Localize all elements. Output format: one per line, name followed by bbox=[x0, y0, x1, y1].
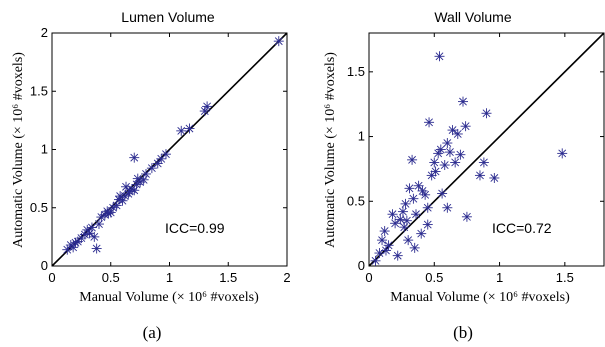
data-point bbox=[383, 240, 394, 251]
data-point bbox=[422, 202, 433, 213]
data-point bbox=[404, 183, 415, 194]
icc-annotation: ICC=0.99 bbox=[165, 220, 225, 236]
data-point bbox=[392, 250, 403, 261]
data-point bbox=[442, 202, 453, 213]
data-point bbox=[407, 154, 418, 165]
data-point bbox=[452, 128, 463, 139]
y-axis-label: Automatic Volume (× 10⁶ #voxels) bbox=[11, 52, 26, 248]
data-point bbox=[455, 149, 466, 160]
data-points bbox=[62, 36, 284, 255]
x-tick-label: 2 bbox=[283, 270, 290, 285]
data-point bbox=[103, 208, 114, 219]
data-point bbox=[91, 243, 102, 254]
x-tick-label: 0 bbox=[48, 270, 55, 285]
data-point bbox=[379, 226, 390, 237]
x-tick-label: 0 bbox=[365, 270, 372, 285]
y-tick-label: 0 bbox=[41, 258, 48, 273]
data-point bbox=[397, 206, 408, 217]
y-tick-label: 1 bbox=[358, 129, 365, 144]
data-point bbox=[557, 148, 568, 159]
data-point bbox=[176, 125, 187, 136]
data-point bbox=[395, 214, 406, 225]
data-point bbox=[474, 170, 485, 181]
data-point bbox=[435, 144, 446, 155]
data-point bbox=[460, 121, 471, 132]
chart-lumen-volume: Lumen Volume 0 0.5 1 1.5 2 0 0.5 1 1.5 2 ICC=0.99… bbox=[11, 9, 291, 342]
x-axis-label: Manual Volume (× 10⁶ #voxels) bbox=[79, 290, 259, 305]
data-point bbox=[409, 242, 420, 253]
data-point bbox=[390, 218, 401, 229]
data-point bbox=[439, 160, 450, 171]
data-point bbox=[416, 228, 427, 239]
y-tick-label: 1.5 bbox=[347, 64, 365, 79]
chart-title: Lumen Volume bbox=[121, 9, 215, 25]
data-point bbox=[424, 117, 435, 128]
data-point bbox=[403, 235, 414, 246]
data-point bbox=[411, 209, 421, 220]
data-point bbox=[489, 172, 500, 183]
data-point bbox=[86, 222, 97, 233]
x-tick-label: 1 bbox=[496, 270, 503, 285]
data-point bbox=[387, 209, 398, 220]
data-point bbox=[450, 157, 461, 168]
data-point bbox=[461, 211, 472, 222]
data-point bbox=[481, 108, 492, 119]
chart-title: Wall Volume bbox=[434, 9, 512, 25]
y-tick-label: 0 bbox=[358, 258, 365, 273]
data-point bbox=[370, 255, 381, 266]
data-point bbox=[76, 233, 87, 244]
data-point bbox=[413, 180, 424, 191]
data-point bbox=[129, 152, 140, 163]
y-tick-label: 0.5 bbox=[30, 200, 48, 215]
x-tick-label: 0.5 bbox=[425, 270, 443, 285]
data-point bbox=[400, 198, 411, 209]
data-point bbox=[377, 235, 388, 246]
data-point bbox=[430, 166, 441, 177]
data-point bbox=[444, 147, 455, 158]
data-point bbox=[273, 36, 284, 47]
panel-label: (a) bbox=[143, 323, 162, 342]
data-point bbox=[408, 193, 419, 204]
y-tick-label: 0.5 bbox=[347, 193, 365, 208]
data-point bbox=[429, 157, 440, 168]
data-point bbox=[89, 231, 100, 242]
x-tick-label: 1.5 bbox=[556, 270, 574, 285]
x-axis-label: Manual Volume (× 10⁶ #voxels) bbox=[390, 290, 570, 305]
axis-ticks: 0 0.5 1 1.5 2 0 0.5 1 1.5 2 bbox=[30, 25, 291, 285]
data-point bbox=[422, 219, 433, 230]
data-point bbox=[94, 219, 104, 230]
axis-ticks: 0 0.5 1 1.5 0 0.5 1 1.5 bbox=[347, 33, 604, 285]
data-point bbox=[184, 123, 195, 134]
x-tick-label: 1 bbox=[166, 270, 173, 285]
icc-annotation: ICC=0.72 bbox=[492, 220, 552, 236]
data-point bbox=[420, 189, 431, 200]
data-points bbox=[370, 51, 568, 266]
y-axis-label: Automatic Volume (× 10⁶ #voxels) bbox=[323, 52, 338, 248]
x-tick-label: 0.5 bbox=[102, 270, 120, 285]
data-point bbox=[146, 163, 157, 174]
x-tick-label: 1.5 bbox=[219, 270, 237, 285]
data-point bbox=[380, 245, 391, 256]
chart-wall-volume: Wall Volume 0 0.5 1 1.5 0 0.5 1 1.5 ICC=0.72 Ma… bbox=[323, 9, 605, 342]
data-point bbox=[115, 191, 126, 202]
data-point bbox=[442, 138, 453, 149]
data-point bbox=[401, 215, 412, 226]
data-point bbox=[447, 125, 458, 136]
data-point bbox=[437, 188, 448, 199]
data-point bbox=[478, 157, 489, 168]
data-point bbox=[202, 101, 213, 112]
y-tick-label: 2 bbox=[41, 25, 48, 40]
y-tick-label: 1 bbox=[41, 142, 48, 157]
data-point bbox=[434, 51, 445, 62]
panel-label: (b) bbox=[453, 323, 473, 342]
data-point bbox=[160, 149, 171, 160]
data-point bbox=[426, 170, 437, 181]
data-point bbox=[458, 96, 468, 107]
y-tick-label: 1.5 bbox=[30, 83, 48, 98]
